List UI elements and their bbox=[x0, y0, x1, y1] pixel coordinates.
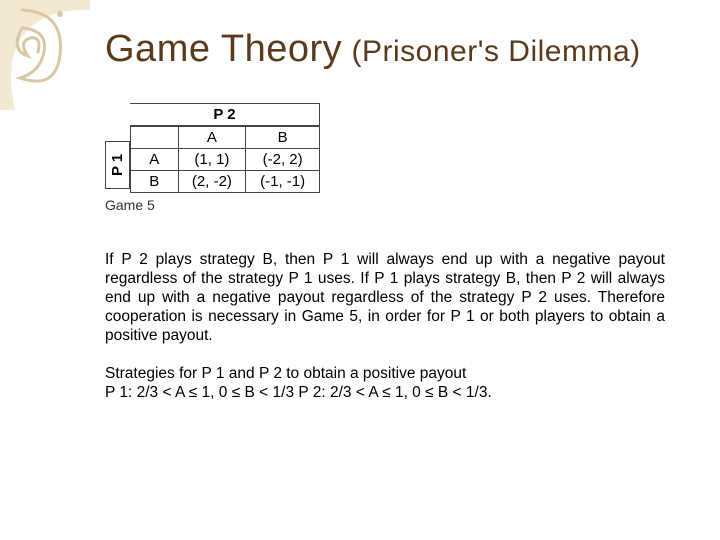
payoff-cell: (2, -2) bbox=[178, 171, 246, 193]
table-row: B (2, -2) (-1, -1) bbox=[131, 171, 320, 193]
table-row: A B bbox=[131, 127, 320, 149]
table-row: A (1, 1) (-2, 2) bbox=[131, 149, 320, 171]
slide-title: Game Theory (Prisoner's Dilemma) bbox=[105, 28, 685, 71]
payoff-matrix-wrap: P 1 P 2 A B A (1, 1) (-2, 2) bbox=[105, 103, 685, 193]
col-header: A bbox=[178, 127, 246, 149]
table-stack: P 2 A B A (1, 1) (-2, 2) bbox=[130, 103, 320, 193]
slide: Game Theory (Prisoner's Dilemma) P 1 P 2… bbox=[0, 0, 720, 540]
content-area: Game Theory (Prisoner's Dilemma) P 1 P 2… bbox=[105, 28, 685, 402]
payoff-cell: (-2, 2) bbox=[246, 149, 320, 171]
p1-label-column: P 1 bbox=[105, 103, 130, 189]
title-main: Game Theory bbox=[105, 28, 342, 70]
corner-swirl-decoration bbox=[0, 0, 90, 110]
strategies-heading: Strategies for P 1 and P 2 to obtain a p… bbox=[105, 364, 665, 383]
p1-axis-label: P 1 bbox=[105, 141, 130, 189]
payoff-cell: (1, 1) bbox=[178, 149, 246, 171]
payoff-matrix-block: P 1 P 2 A B A (1, 1) (-2, 2) bbox=[105, 103, 685, 213]
row-header: A bbox=[131, 149, 179, 171]
game-caption: Game 5 bbox=[105, 197, 685, 213]
title-sub: (Prisoner's Dilemma) bbox=[352, 35, 641, 68]
strategies-block: Strategies for P 1 and P 2 to obtain a p… bbox=[105, 364, 665, 403]
explanation-paragraph: If P 2 plays strategy B, then P 1 will a… bbox=[105, 251, 665, 346]
payoff-cell: (-1, -1) bbox=[246, 171, 320, 193]
col-header: B bbox=[246, 127, 320, 149]
strategies-line: P 1: 2/3 < A ≤ 1, 0 ≤ B < 1/3 P 2: 2/3 <… bbox=[105, 383, 665, 402]
p2-axis-label: P 2 bbox=[130, 103, 320, 126]
row-header: B bbox=[131, 171, 179, 193]
blank-corner-cell bbox=[131, 127, 179, 149]
payoff-table: A B A (1, 1) (-2, 2) B (2, -2) (-1, -1) bbox=[130, 126, 320, 193]
